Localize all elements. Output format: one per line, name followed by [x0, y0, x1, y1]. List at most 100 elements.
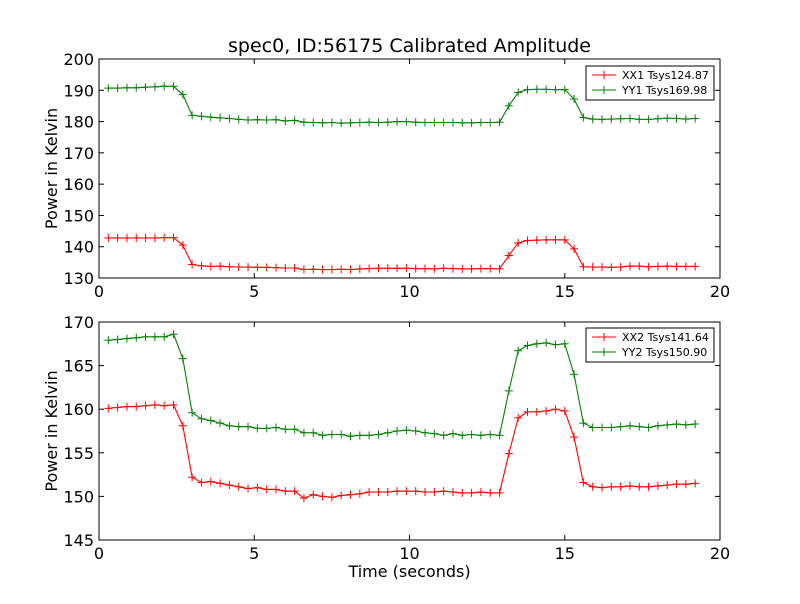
data-point-marker — [635, 115, 644, 124]
data-point-marker — [244, 422, 253, 431]
x-tick-label: 5 — [249, 544, 259, 563]
data-point-marker — [467, 264, 476, 273]
data-point-marker — [560, 85, 569, 94]
data-point-marker — [653, 481, 662, 490]
data-point-marker — [551, 235, 560, 244]
y-tick-label: 190 — [63, 81, 94, 100]
data-point-marker — [271, 423, 280, 432]
data-point-marker — [448, 264, 457, 273]
data-point-marker — [327, 265, 336, 274]
data-point-marker — [206, 262, 215, 271]
data-point-marker — [188, 473, 197, 482]
data-point-marker — [551, 405, 560, 414]
data-point-marker — [523, 341, 532, 350]
data-point-marker — [504, 449, 513, 458]
data-point-marker — [681, 420, 690, 429]
data-point-marker — [393, 264, 402, 273]
data-point-marker — [579, 262, 588, 271]
data-point-marker — [523, 407, 532, 416]
y-axis-label: Power in Kelvin — [42, 370, 61, 491]
data-point-marker — [532, 236, 541, 245]
legend-box — [585, 65, 715, 101]
x-tick-label: 5 — [249, 282, 259, 301]
data-point-marker — [271, 263, 280, 272]
data-point-marker — [337, 491, 346, 500]
data-point-marker — [514, 238, 523, 247]
x-tick-label: 10 — [399, 544, 419, 563]
data-point-marker — [216, 479, 225, 488]
data-point-marker — [290, 487, 299, 496]
data-point-marker — [653, 421, 662, 430]
y-tick-label: 130 — [63, 269, 94, 288]
y-tick-label: 160 — [63, 400, 94, 419]
data-point-marker — [122, 402, 131, 411]
data-point-marker — [309, 118, 318, 127]
data-point-marker — [644, 262, 653, 271]
data-point-marker — [691, 262, 700, 271]
data-point-marker — [169, 330, 178, 339]
data-point-marker — [439, 487, 448, 496]
data-point-marker — [458, 488, 467, 497]
data-point-marker — [439, 264, 448, 273]
data-point-marker — [570, 370, 579, 379]
data-point-marker — [188, 408, 197, 417]
data-point-marker — [141, 332, 150, 341]
data-point-marker — [504, 251, 513, 260]
data-point-marker — [206, 113, 215, 122]
data-point-marker — [216, 419, 225, 428]
data-point-marker — [262, 424, 271, 433]
data-point-marker — [216, 113, 225, 122]
data-point-marker — [476, 431, 485, 440]
data-point-marker — [532, 85, 541, 94]
data-point-marker — [402, 426, 411, 435]
data-point-marker — [393, 487, 402, 496]
data-point-marker — [402, 487, 411, 496]
series-line — [108, 333, 696, 437]
data-point-marker — [476, 118, 485, 127]
data-point-marker — [169, 82, 178, 91]
data-point-marker — [532, 339, 541, 348]
x-tick-label: 20 — [710, 544, 730, 563]
x-tick-label: 0 — [94, 544, 104, 563]
data-point-marker — [281, 487, 290, 496]
y-tick-label: 170 — [63, 144, 94, 163]
data-point-marker — [160, 82, 169, 91]
data-point-marker — [365, 118, 374, 127]
data-point-marker — [290, 263, 299, 272]
legend-marker — [600, 71, 608, 79]
data-point-marker — [216, 262, 225, 271]
data-point-marker — [588, 482, 597, 491]
data-point-marker — [430, 488, 439, 497]
data-point-marker — [318, 492, 327, 501]
data-point-marker — [495, 488, 504, 497]
data-point-marker — [355, 264, 364, 273]
x-tick-label: 15 — [555, 544, 575, 563]
data-point-marker — [607, 263, 616, 272]
data-point-marker — [681, 115, 690, 124]
legend: XX2 Tsys141.64 YY2 Tsys150.90 — [585, 327, 715, 363]
data-point-marker — [411, 118, 420, 127]
data-point-marker — [178, 241, 187, 250]
y-tick-label: 170 — [63, 313, 94, 332]
data-point-marker — [299, 494, 308, 503]
data-point-marker — [132, 233, 141, 242]
data-point-marker — [337, 430, 346, 439]
data-point-marker — [672, 420, 681, 429]
legend-label: YY1 Tsys169.98 — [621, 84, 707, 97]
data-point-marker — [616, 482, 625, 491]
data-point-marker — [411, 264, 420, 273]
data-point-marker — [486, 264, 495, 273]
data-point-marker — [141, 233, 150, 242]
data-point-marker — [346, 265, 355, 274]
data-point-marker — [299, 428, 308, 437]
data-point-marker — [383, 118, 392, 127]
data-point-marker — [495, 431, 504, 440]
data-point-marker — [570, 433, 579, 442]
data-point-marker — [476, 488, 485, 497]
data-point-marker — [393, 427, 402, 435]
data-point-marker — [150, 332, 159, 341]
data-point-marker — [141, 401, 150, 410]
data-point-marker — [281, 425, 290, 434]
data-point-marker — [160, 332, 169, 341]
